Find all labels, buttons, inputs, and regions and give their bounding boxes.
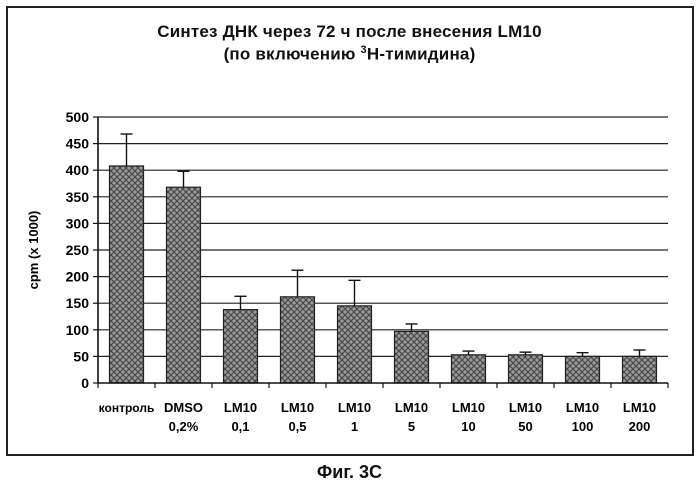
- bar: [281, 297, 315, 383]
- y-tick-label: 400: [66, 162, 90, 178]
- bar: [623, 356, 657, 383]
- x-tick-label: 100: [572, 419, 594, 434]
- x-tick-label: контроль: [99, 401, 155, 415]
- x-tick-label: LM10: [281, 400, 314, 415]
- bar: [452, 355, 486, 383]
- bar: [338, 306, 372, 383]
- x-tick-label: LM10: [338, 400, 371, 415]
- x-tick-label: 10: [461, 419, 475, 434]
- x-tick-label: 200: [629, 419, 651, 434]
- x-tick-label: LM10: [623, 400, 656, 415]
- x-tick-label: LM10: [395, 400, 428, 415]
- x-tick-label: LM10: [224, 400, 257, 415]
- x-tick-label: 0,2%: [169, 419, 199, 434]
- bar: [110, 166, 144, 383]
- x-tick-label: LM10: [509, 400, 542, 415]
- x-tick-label: 5: [408, 419, 415, 434]
- y-tick-label: 350: [66, 189, 90, 205]
- x-tick-label: DMSO: [164, 400, 203, 415]
- y-tick-label: 200: [66, 269, 90, 285]
- x-tick-label: LM10: [566, 400, 599, 415]
- y-tick-label: 300: [66, 215, 90, 231]
- x-tick-label: 50: [518, 419, 532, 434]
- bar: [224, 310, 258, 383]
- bar: [509, 355, 543, 383]
- y-tick-label: 0: [81, 375, 89, 391]
- bar: [395, 331, 429, 383]
- figure-caption: Фиг. 3С: [0, 462, 699, 483]
- y-tick-label: 50: [73, 348, 89, 364]
- bar: [566, 356, 600, 383]
- y-tick-label: 500: [66, 109, 90, 125]
- y-axis-label: cpm (x 1000): [26, 211, 41, 290]
- y-tick-label: 100: [66, 322, 90, 338]
- y-tick-label: 250: [66, 242, 90, 258]
- x-tick-label: 1: [351, 419, 358, 434]
- bar: [167, 187, 201, 383]
- x-tick-label: 0,1: [231, 419, 249, 434]
- y-tick-label: 450: [66, 136, 90, 152]
- y-tick-label: 150: [66, 295, 90, 311]
- x-tick-label: LM10: [452, 400, 485, 415]
- bars-layer: [110, 134, 657, 383]
- x-tick-label: 0,5: [288, 419, 306, 434]
